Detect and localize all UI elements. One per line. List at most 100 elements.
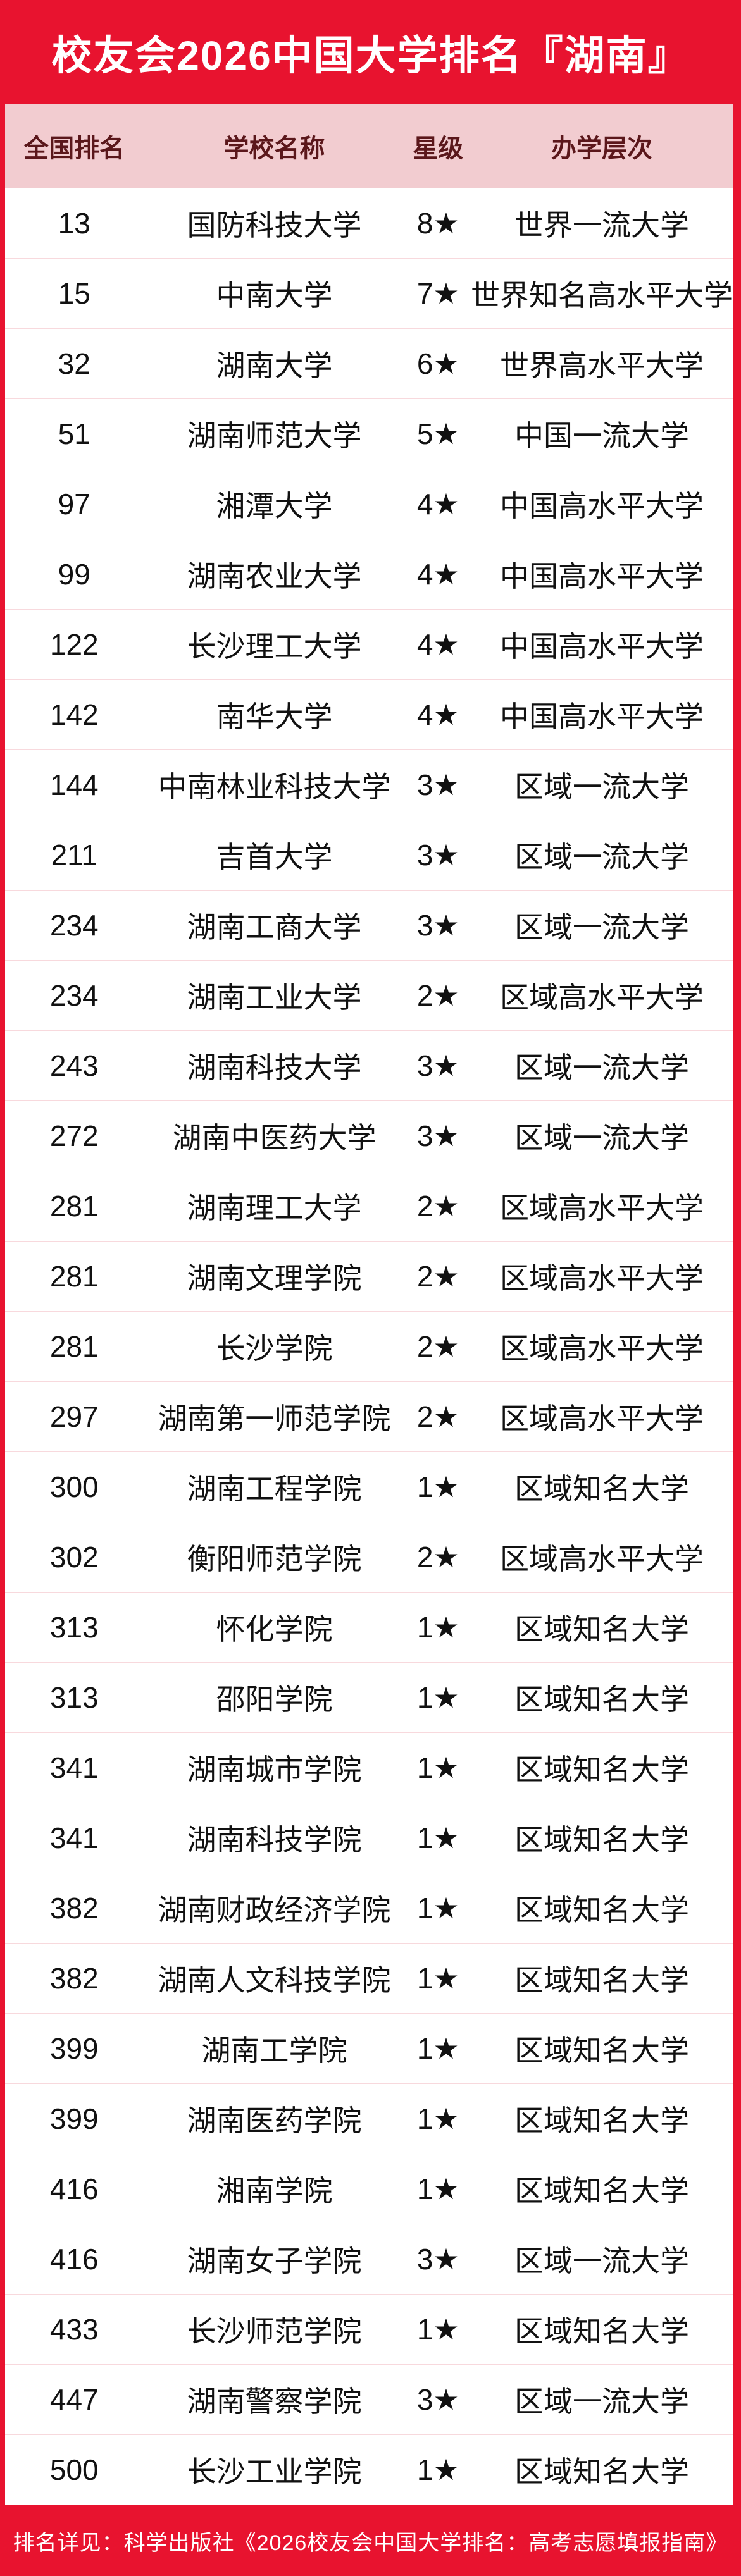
school-name-cell: 中南大学 — [216, 279, 333, 312]
table-row: 382 湖南人文科技学院 1★ 区域知名大学 — [5, 1943, 733, 2013]
rank-cell: 142 — [49, 698, 99, 731]
star-rating-cell: 2★ — [416, 1190, 459, 1223]
level-cell: 中国高水平大学 — [500, 560, 704, 593]
table-body: 13 国防科技大学 8★ 世界一流大学 15 中南大学 7★ 世界知名高水平大学… — [5, 188, 733, 2505]
star-rating-cell: 3★ — [416, 2383, 459, 2416]
table-row: 281 湖南理工大学 2★ 区域高水平大学 — [5, 1171, 733, 1241]
table-row: 32 湖南大学 6★ 世界高水平大学 — [5, 328, 733, 398]
rank-cell: 382 — [49, 1962, 99, 1995]
table-row: 313 怀化学院 1★ 区域知名大学 — [5, 1592, 733, 1662]
star-rating-cell: 2★ — [416, 1541, 459, 1574]
school-name-cell: 湖南工学院 — [201, 2034, 347, 2067]
school-name-cell: 衡阳师范学院 — [187, 1543, 362, 1575]
page-title: 校友会2026中国大学排名『湖南』 — [51, 32, 690, 78]
banner: 校友会2026中国大学排名『湖南』 — [0, 0, 741, 104]
table-header-row: 全国排名 学校名称 星级 办学层次 — [5, 104, 733, 188]
table-row: 51 湖南师范大学 5★ 中国一流大学 — [5, 398, 733, 469]
school-name-cell: 中南林业科技大学 — [158, 770, 391, 803]
header-cell-rank: 全国排名 — [23, 135, 125, 163]
table-row: 234 湖南工商大学 3★ 区域一流大学 — [5, 890, 733, 960]
level-cell: 区域知名大学 — [514, 1613, 689, 1646]
school-name-cell: 湘潭大学 — [216, 490, 333, 522]
rank-cell: 302 — [49, 1541, 99, 1574]
header-cell-name: 学校名称 — [223, 135, 325, 163]
star-rating-cell: 2★ — [416, 1330, 459, 1363]
school-name-cell: 湖南医药学院 — [187, 2104, 362, 2137]
rank-cell: 341 — [49, 1751, 99, 1784]
table-row: 447 湖南警察学院 3★ 区域一流大学 — [5, 2364, 733, 2434]
star-rating-cell: 4★ — [416, 558, 459, 591]
level-cell: 中国一流大学 — [514, 419, 689, 452]
school-name-cell: 湖南工商大学 — [187, 911, 362, 944]
level-cell: 区域一流大学 — [514, 770, 689, 803]
star-rating-cell: 1★ — [416, 1821, 459, 1854]
footer-text: 排名详见：科学出版社《2026校友会中国大学排名：高考志愿填报指南》 — [13, 2531, 728, 2555]
school-name-cell: 湖南警察学院 — [187, 2385, 362, 2418]
level-cell: 区域高水平大学 — [500, 981, 704, 1014]
star-rating-cell: 3★ — [416, 1119, 459, 1152]
rank-cell: 144 — [49, 768, 99, 801]
school-name-cell: 湖南理工大学 — [187, 1192, 362, 1224]
rank-cell: 416 — [49, 2243, 99, 2276]
school-name-cell: 湘南学院 — [216, 2174, 333, 2207]
level-cell: 区域高水平大学 — [500, 1262, 704, 1295]
rank-cell: 447 — [49, 2383, 99, 2416]
star-rating-cell: 7★ — [416, 277, 459, 310]
star-rating-cell: 3★ — [416, 1049, 459, 1082]
rank-cell: 300 — [49, 1470, 99, 1503]
table-row: 399 湖南医药学院 1★ 区域知名大学 — [5, 2083, 733, 2154]
star-rating-cell: 4★ — [416, 698, 459, 731]
level-cell: 区域知名大学 — [514, 1683, 689, 1716]
level-cell: 区域知名大学 — [514, 2034, 689, 2067]
header-cell-level: 办学层次 — [551, 135, 652, 163]
star-rating-cell: 1★ — [416, 1611, 459, 1644]
level-cell: 区域知名大学 — [514, 1894, 689, 1926]
star-rating-cell: 1★ — [416, 2102, 459, 2135]
star-rating-cell: 4★ — [416, 488, 459, 521]
school-name-cell: 湖南城市学院 — [187, 1753, 362, 1786]
level-cell: 区域知名大学 — [514, 2455, 689, 2488]
table-row: 341 湖南城市学院 1★ 区域知名大学 — [5, 1732, 733, 1803]
star-rating-cell: 1★ — [416, 1470, 459, 1503]
star-rating-cell: 1★ — [416, 1681, 459, 1714]
table-row: 433 长沙师范学院 1★ 区域知名大学 — [5, 2294, 733, 2364]
star-rating-cell: 1★ — [416, 2032, 459, 2065]
table-row: 281 长沙学院 2★ 区域高水平大学 — [5, 1311, 733, 1381]
school-name-cell: 南华大学 — [216, 700, 333, 733]
school-name-cell: 长沙学院 — [216, 1332, 333, 1365]
level-cell: 世界知名高水平大学 — [471, 279, 733, 312]
school-name-cell: 湖南大学 — [216, 349, 333, 382]
rank-cell: 211 — [51, 839, 97, 872]
star-rating-cell: 1★ — [416, 2453, 459, 2486]
school-name-cell: 湖南工业大学 — [187, 981, 362, 1014]
table-row: 144 中南林业科技大学 3★ 区域一流大学 — [5, 749, 733, 820]
star-rating-cell: 1★ — [416, 1751, 459, 1784]
school-name-cell: 湖南中医药大学 — [172, 1121, 377, 1154]
rank-cell: 32 — [58, 347, 90, 380]
school-name-cell: 湖南农业大学 — [187, 560, 362, 593]
school-name-cell: 国防科技大学 — [187, 208, 362, 242]
star-rating-cell: 1★ — [416, 1892, 459, 1925]
star-rating-cell: 1★ — [416, 2313, 459, 2346]
star-rating-cell: 8★ — [416, 206, 459, 240]
school-name-cell: 邵阳学院 — [216, 1683, 333, 1716]
table-row: 399 湖南工学院 1★ 区域知名大学 — [5, 2013, 733, 2083]
level-cell: 中国高水平大学 — [500, 700, 704, 733]
rank-cell: 281 — [49, 1190, 99, 1223]
table-row: 211 吉首大学 3★ 区域一流大学 — [5, 820, 733, 890]
table-row: 382 湖南财政经济学院 1★ 区域知名大学 — [5, 1873, 733, 1943]
star-rating-cell: 2★ — [416, 1400, 459, 1433]
table-row: 416 湘南学院 1★ 区域知名大学 — [5, 2154, 733, 2224]
level-cell: 区域高水平大学 — [500, 1332, 704, 1365]
school-name-cell: 湖南财政经济学院 — [158, 1894, 391, 1926]
star-rating-cell: 1★ — [416, 2172, 459, 2205]
header-cell-stars: 星级 — [413, 135, 464, 163]
star-rating-cell: 1★ — [416, 1962, 459, 1995]
table-row: 272 湖南中医药大学 3★ 区域一流大学 — [5, 1100, 733, 1171]
level-cell: 中国高水平大学 — [500, 490, 704, 522]
school-name-cell: 湖南第一师范学院 — [158, 1402, 391, 1435]
rank-cell: 243 — [49, 1049, 99, 1082]
school-name-cell: 长沙理工大学 — [187, 630, 362, 663]
table-row: 416 湖南女子学院 3★ 区域一流大学 — [5, 2224, 733, 2294]
